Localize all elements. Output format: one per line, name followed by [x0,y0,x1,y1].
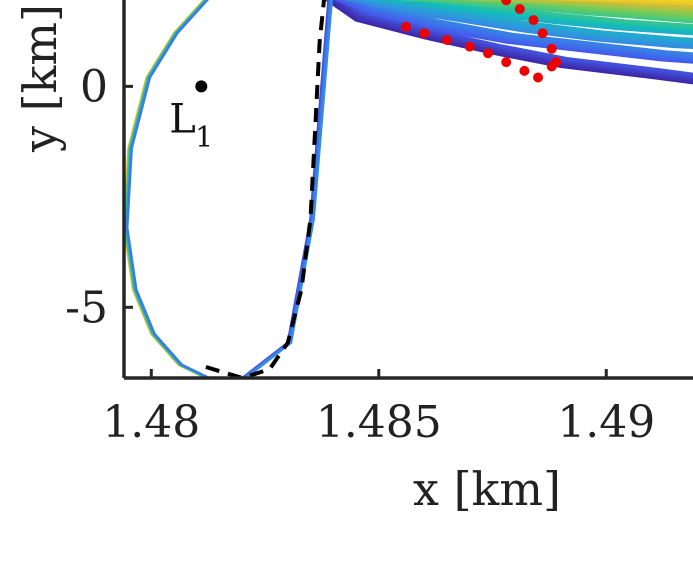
family-curve [419,0,693,22]
plot-area [124,0,693,378]
family-curve [518,0,693,6]
family-curve [443,0,693,21]
l1-subscript: 1 [195,120,213,153]
family-curve [349,0,693,59]
family-curve [637,0,693,3]
red-marker [401,21,412,32]
family-curve [468,0,693,19]
family-curve [331,0,693,81]
family-curve [359,0,693,46]
y-axis-label: y [km] [13,4,67,153]
red-marker [501,57,512,68]
lower-curve [244,0,333,378]
family-curve [338,0,693,78]
family-curve [434,0,693,28]
l1-point [195,80,208,93]
family-curve [352,0,693,48]
family-curve [530,0,693,10]
x-axis-label: x [km] [413,462,561,516]
red-marker [533,72,543,83]
family-curve [407,0,693,31]
reference-curve [205,0,327,378]
x-tick-label: 1.485 [316,397,442,448]
family-curve [422,0,693,29]
red-marker [501,0,512,6]
family-curve [339,0,693,63]
family-curve [395,0,693,24]
x-tick-label: 1.48 [102,397,200,448]
red-marker [537,28,548,39]
l1-label: L [169,96,196,142]
red-marker [483,48,493,59]
axes: L 1 1.48 1.485 1.49 0 -5 [65,0,693,448]
family-curve [334,0,693,64]
family-curve [379,0,693,34]
red-marker [514,4,525,14]
family-curve [344,0,693,61]
red-marker [528,15,539,26]
family-curve [492,0,693,17]
family-curve [588,0,693,4]
red-marker [551,57,562,68]
family-curve [341,0,693,76]
red-marker [442,35,452,45]
x-tick-label: 1.49 [557,397,655,448]
family-curve [364,0,693,36]
red-marker [546,43,557,54]
family-curve [344,0,693,49]
family-curve [447,0,693,13]
y-tick-label: 0 [80,61,108,112]
family-curve [495,0,693,12]
y-tick-label: -5 [65,282,108,333]
family-curve [327,0,693,83]
red-marker [419,28,430,39]
family-curve [334,0,693,80]
red-marker [519,65,530,76]
lower-curve [125,0,210,378]
red-marker [464,41,475,52]
family-curve [367,0,693,45]
